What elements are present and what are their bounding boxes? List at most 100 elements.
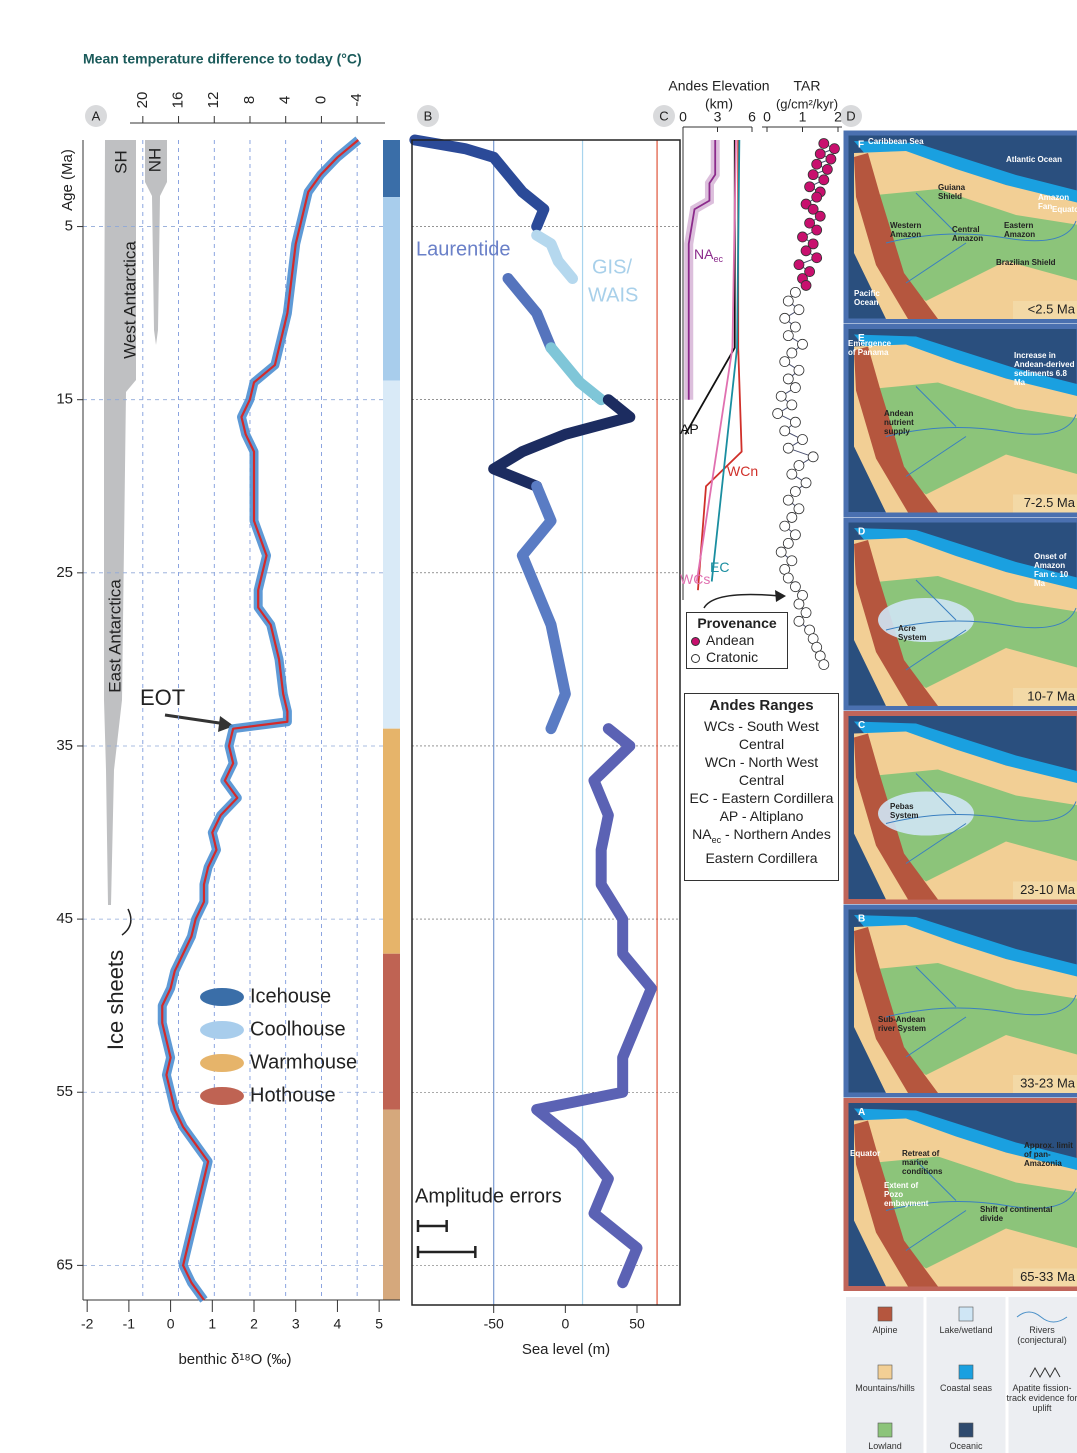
tar-point [797,434,808,445]
tar-point [786,555,798,567]
legend-swatch [200,1021,244,1039]
ranges-text: - South West Central [734,718,819,752]
climate-band [383,1109,400,1300]
map-label: Onset of Amazon Fan c. 10 Ma [1034,552,1069,588]
tar-point [800,607,812,619]
panel-label: D [846,108,855,123]
map-label: Amazon Fan [1038,193,1070,211]
map-label: Equator [850,1148,881,1158]
y-tick-label: 55 [56,1083,73,1100]
map-label: Caribbean Sea [868,137,924,146]
map-label: Western Amazon [890,221,922,239]
map-label: Brazilian Shield [996,258,1056,267]
legend-triangles [1029,1366,1061,1379]
annotation: EOT [140,685,185,710]
axis-title: (g/cm²/kyr) [776,96,838,111]
map-label: Central Amazon [952,225,984,243]
ranges-text: - Eastern Cordillera [708,790,834,806]
tar-point [829,143,840,155]
legend-swatch [958,1364,974,1380]
ranges-item: WCs - South West Central [689,717,834,753]
tar-point [782,295,794,307]
tar-point [782,373,794,385]
elevation-line [710,139,741,582]
map-rivers [885,773,1077,864]
elevation-line [695,139,737,582]
x-tick-label: 1 [799,109,807,125]
y-tick-label: 5 [65,218,73,235]
annotation: East Antarctica [105,579,124,693]
map: F <2.5 Ma [843,130,1077,324]
map-rivers [885,192,1077,284]
legend-box: Provenance Andean Cratonic [686,612,788,669]
tar-point [793,304,805,316]
tar-point [807,451,819,463]
tar-point [790,486,801,497]
x-tick-label: 6 [748,109,756,125]
map-label: Emergence of Panama [848,338,892,357]
tar-point [793,598,805,610]
x2-tick-label: 4 [277,96,294,104]
legend-label: Alpine [872,1325,898,1335]
annotation: NH [145,148,164,173]
map-label: Andean nutrient supply [884,408,914,436]
series-label-name: WCs [680,571,710,587]
map-range-bg [1013,1268,1077,1287]
axis-title: TAR [794,78,821,94]
tar-point [800,245,812,257]
panel-badge [653,105,675,127]
error-bar [416,1220,448,1232]
x2-tick-label: 20 [134,92,151,109]
tar-point [811,252,823,264]
tar-point [779,312,791,324]
series-label: AP [680,421,699,437]
tar-point [786,399,798,411]
legend-label: Icehouse [250,985,331,1007]
legend-swatch [691,653,700,663]
ranges-abbr: NA [692,826,712,842]
series-label: EC [710,559,729,575]
annotation: Amplitude errors [415,1185,562,1207]
figure-title: Mean temperature difference to today (°C… [83,51,362,67]
map-wetland [878,598,974,642]
panel-label: B [424,108,433,123]
map-wetland [878,791,974,836]
map-label: Retreat of marine conditions [902,1148,943,1176]
d18o-line [161,139,359,1301]
map-letter: F [858,140,864,151]
map-rivers [885,579,1077,671]
elevation-band [684,140,720,400]
legend-swatch [691,636,700,646]
legend-label: Lake/wetland [939,1325,993,1335]
x-tick-label: 1 [208,1316,216,1332]
series-label-name: NA [694,246,714,262]
tar-point [807,203,819,215]
tar-point [793,259,805,271]
map-lowland [876,1156,1077,1269]
map-range-bg [1013,688,1077,706]
map-letter: D [858,527,865,538]
map-letter: E [858,333,865,344]
axis-title: Andes Elevation [668,78,769,94]
map-label: Atlantic Ocean [1006,155,1063,164]
legend-label: Oceanic [949,1441,983,1451]
tar-point [793,503,805,515]
y-tick-label: 45 [56,910,73,927]
series-label-name: EC [710,559,729,575]
tar-point [818,174,830,186]
ranges-item: EC - Eastern Cordillera [689,789,834,807]
tar-point [790,321,801,333]
axis-title: (km) [705,96,733,112]
ranges-text: - North West Central [735,754,819,788]
tar-point [775,390,787,402]
tar-point [793,364,805,376]
legend-label: Lowland [868,1441,902,1451]
legend-label: Hothouse [250,1084,336,1106]
ranges-abbr: WCn [704,754,736,770]
climate-band [383,728,400,954]
tar-point [782,494,794,506]
map-range: 23-10 Ma [1020,882,1076,897]
x-tick-label: 4 [334,1316,342,1332]
ranges-abbr-sub: ec [711,834,722,845]
x-tick-label: 3 [714,109,722,125]
